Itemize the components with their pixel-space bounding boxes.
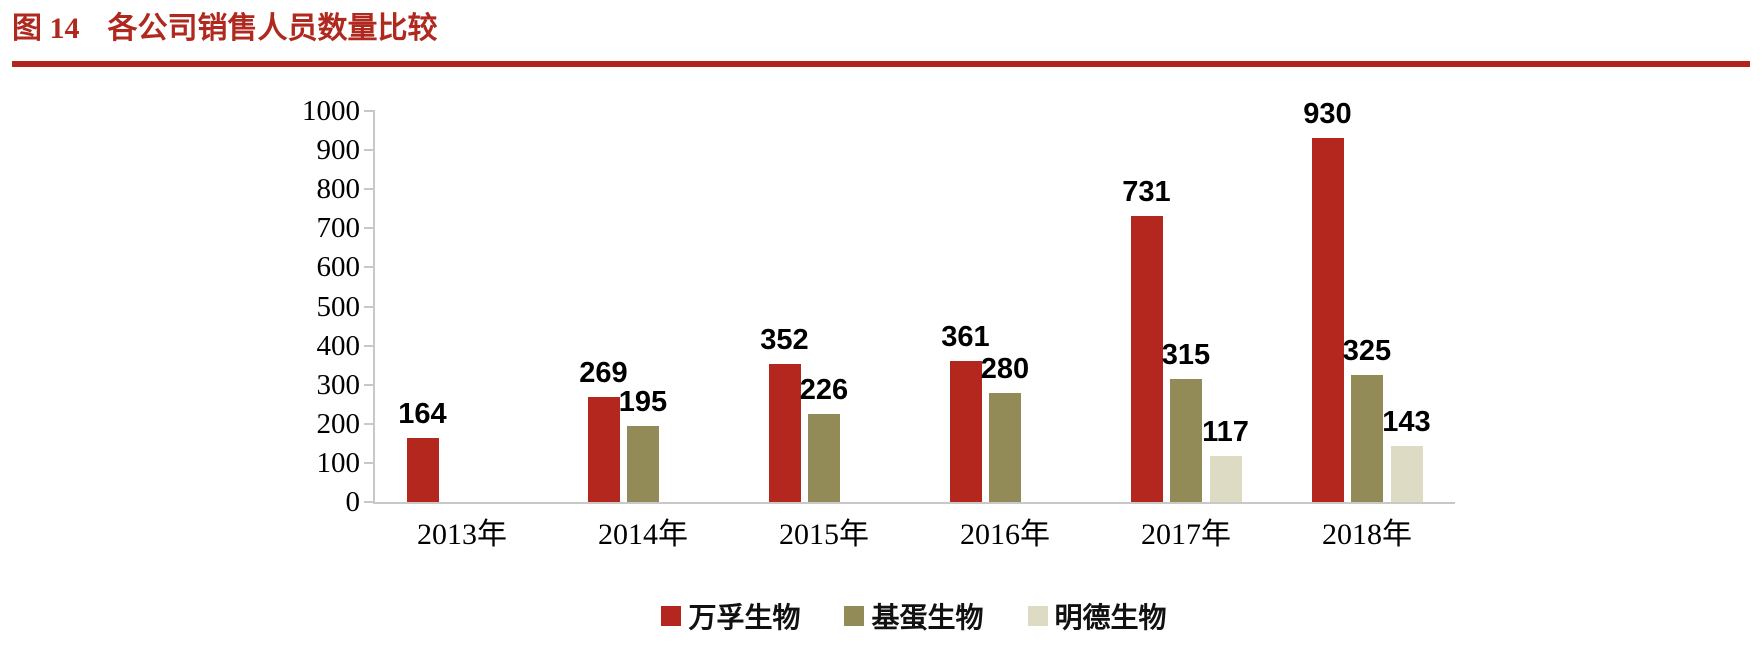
y-axis-line: [373, 110, 375, 503]
y-tick-label: 700: [316, 212, 361, 245]
bar: [949, 360, 982, 502]
bar-value-label: 315: [1161, 338, 1211, 371]
legend-label: 基蛋生物: [871, 602, 984, 633]
bar: [1209, 456, 1242, 502]
bar: [989, 392, 1021, 502]
bar-value-label: 226: [799, 373, 849, 406]
y-tick-label: 900: [316, 134, 361, 167]
bar-value-label: 361: [941, 320, 990, 353]
bar: [1351, 374, 1383, 502]
y-tick-label: 600: [316, 251, 361, 284]
y-tick-label: 200: [316, 407, 361, 440]
y-tick-label: 0: [345, 486, 361, 518]
y-axis-tick: [364, 344, 373, 347]
bar-value-label: 143: [1382, 406, 1431, 439]
y-axis-tick: [364, 110, 373, 112]
bar-value-label: 117: [1202, 416, 1249, 449]
y-axis-tick: [364, 266, 373, 269]
x-axis-label: 2013年: [417, 518, 507, 551]
bar-value-label: 195: [618, 385, 668, 418]
y-tick-label: 500: [316, 290, 361, 323]
bar: [587, 396, 620, 502]
bar-value-label: 352: [760, 324, 809, 357]
legend-label: 明德生物: [1054, 602, 1167, 633]
x-axis-baseline: [373, 502, 1455, 504]
y-axis-tick: [364, 188, 373, 191]
y-axis-tick: [364, 422, 373, 425]
bar-value-label: 280: [980, 352, 1030, 385]
legend-item: 基蛋生物: [844, 596, 984, 636]
legend-item: 明德生物: [1027, 596, 1167, 636]
legend-swatch: [1027, 606, 1048, 626]
y-tick-label: 100: [316, 446, 361, 479]
bar: [406, 437, 439, 502]
bar-value-label: 731: [1122, 176, 1171, 209]
bar: [1390, 446, 1423, 502]
x-axis-label: 2018年: [1322, 518, 1412, 551]
chart-legend: 万孚生物 基蛋生物 明德生物: [373, 596, 1455, 636]
bar-value-label: 930: [1303, 98, 1352, 131]
y-axis-tick: [364, 501, 373, 503]
title-rule: [12, 61, 1750, 67]
x-axis-label: 2017年: [1141, 518, 1231, 551]
legend-swatch: [661, 606, 682, 626]
bar: [1130, 216, 1163, 502]
figure-header: 图 14 各公司销售人员数量比较: [12, 6, 438, 52]
y-tick-label: 300: [316, 368, 361, 401]
bar: [1311, 138, 1344, 502]
y-tick-label: 800: [316, 173, 361, 206]
y-axis-tick: [364, 383, 373, 386]
bar-value-label: 269: [579, 356, 628, 389]
bar-value-label: 325: [1342, 334, 1392, 367]
figure-label: 图 14: [12, 12, 80, 45]
legend-swatch: [844, 606, 865, 626]
legend-label: 万孚生物: [688, 602, 801, 633]
x-axis-label: 2016年: [960, 518, 1050, 551]
y-axis-tick: [364, 305, 373, 308]
bar: [808, 413, 840, 502]
y-tick-label: 1000: [302, 95, 360, 127]
x-axis-label: 2014年: [598, 518, 688, 551]
bar: [768, 364, 801, 502]
x-axis-label: 2015年: [779, 518, 869, 551]
figure-title: 各公司销售人员数量比较: [107, 12, 438, 45]
y-axis-tick: [364, 149, 373, 152]
y-tick-label: 400: [316, 329, 361, 362]
y-axis-tick: [364, 227, 373, 230]
bar-value-label: 164: [398, 397, 447, 430]
bar: [1170, 378, 1202, 502]
bar: [627, 425, 659, 502]
legend-item: 万孚生物: [661, 596, 800, 636]
y-axis-tick: [364, 461, 373, 464]
